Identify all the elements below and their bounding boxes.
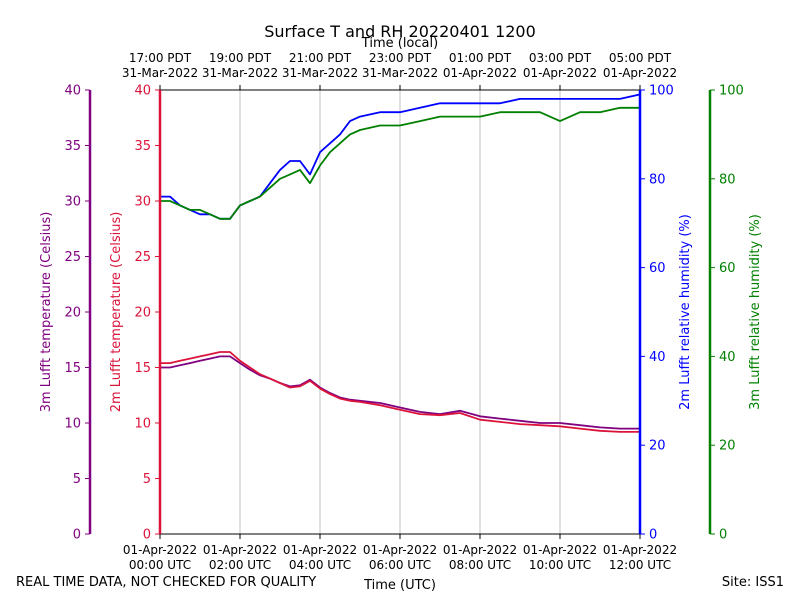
y-tick-label-t3m: 40 xyxy=(64,84,81,99)
y-axis-label-rh2m: 2m Lufft relative humidity (%) xyxy=(678,214,693,410)
chart-title: Surface T and RH 20220401 1200 xyxy=(264,22,536,41)
x-tick-label-local-time: 17:00 PDT xyxy=(129,51,192,65)
y-tick-label-t2m: 40 xyxy=(134,84,151,99)
x-tick-label-utc-date: 01-Apr-2022 xyxy=(283,543,357,557)
y-tick-label-rh2m: 80 xyxy=(649,172,666,187)
x-tick-label-local-time: 03:00 PDT xyxy=(529,51,592,65)
x-tick-label-local-date: 31-Mar-2022 xyxy=(122,66,198,80)
y-tick-label-rh2m: 60 xyxy=(649,261,666,276)
y-tick-label-t3m: 35 xyxy=(64,139,81,154)
x-tick-label-utc-date: 01-Apr-2022 xyxy=(603,543,677,557)
y-tick-label-t2m: 30 xyxy=(134,195,151,210)
x-tick-label-local-date: 31-Mar-2022 xyxy=(362,66,438,80)
top-axis-label: Time (local) xyxy=(361,36,438,51)
x-tick-label-utc-date: 01-Apr-2022 xyxy=(203,543,277,557)
x-tick-label-local-date: 01-Apr-2022 xyxy=(443,66,517,80)
y-tick-label-t3m: 5 xyxy=(73,472,81,487)
y-tick-label-rh3m: 60 xyxy=(719,261,736,276)
x-axis-label: Time (UTC) xyxy=(363,578,436,593)
x-tick-label-utc-date: 01-Apr-2022 xyxy=(363,543,437,557)
x-tick-label-utc-time: 08:00 UTC xyxy=(449,558,511,572)
quality-note: REAL TIME DATA, NOT CHECKED FOR QUALITY xyxy=(16,575,317,590)
x-tick-label-utc-time: 04:00 UTC xyxy=(289,558,351,572)
y-tick-label-rh2m: 40 xyxy=(649,350,666,365)
y-tick-label-t2m: 0 xyxy=(143,528,151,543)
y-tick-label-rh2m: 100 xyxy=(649,84,674,99)
y-axis-label-t3m: 3m Lufft temperature (Celsius) xyxy=(39,212,54,413)
series-line-t2m xyxy=(160,351,640,433)
x-tick-label-local-time: 19:00 PDT xyxy=(209,51,272,65)
y-tick-label-t3m: 10 xyxy=(64,417,81,432)
y-tick-label-t3m: 20 xyxy=(64,306,81,321)
x-tick-label-utc-date: 01-Apr-2022 xyxy=(123,543,197,557)
x-tick-label-utc-time: 02:00 UTC xyxy=(209,558,271,572)
y-tick-label-rh2m: 20 xyxy=(649,439,666,454)
y-tick-label-rh3m: 40 xyxy=(719,350,736,365)
y-tick-label-t2m: 15 xyxy=(134,361,151,376)
x-tick-label-local-date: 31-Mar-2022 xyxy=(202,66,278,80)
y-tick-label-t2m: 25 xyxy=(134,250,151,265)
x-tick-label-utc-time: 00:00 UTC xyxy=(129,558,191,572)
y-tick-label-rh2m: 0 xyxy=(649,528,657,543)
y-tick-label-t3m: 25 xyxy=(64,250,81,265)
series-line-t3m xyxy=(160,355,640,430)
x-tick-label-local-date: 01-Apr-2022 xyxy=(603,66,677,80)
x-tick-label-utc-date: 01-Apr-2022 xyxy=(523,543,597,557)
y-tick-label-t3m: 15 xyxy=(64,361,81,376)
y-tick-label-t3m: 0 xyxy=(73,528,81,543)
x-tick-label-utc-time: 06:00 UTC xyxy=(369,558,431,572)
y-tick-label-t2m: 5 xyxy=(143,472,151,487)
y-axis-label-rh3m: 3m Lufft relative humidity (%) xyxy=(748,214,763,410)
y-tick-label-t2m: 35 xyxy=(134,139,151,154)
y-tick-label-t2m: 20 xyxy=(134,306,151,321)
y-axis-label-t2m: 2m Lufft temperature (Celsius) xyxy=(109,212,124,413)
y-tick-label-rh3m: 80 xyxy=(719,172,736,187)
x-tick-label-utc-date: 01-Apr-2022 xyxy=(443,543,517,557)
x-tick-label-utc-time: 10:00 UTC xyxy=(529,558,591,572)
x-tick-label-utc-time: 12:00 UTC xyxy=(609,558,671,572)
y-tick-label-rh3m: 0 xyxy=(719,528,727,543)
x-tick-label-local-time: 23:00 PDT xyxy=(369,51,432,65)
x-tick-label-local-time: 21:00 PDT xyxy=(289,51,352,65)
series-line-rh3m xyxy=(160,106,640,220)
x-tick-label-local-date: 01-Apr-2022 xyxy=(523,66,597,80)
x-tick-label-local-time: 05:00 PDT xyxy=(609,51,672,65)
x-tick-label-local-date: 31-Mar-2022 xyxy=(282,66,358,80)
x-tick-label-local-time: 01:00 PDT xyxy=(449,51,512,65)
y-tick-label-rh3m: 100 xyxy=(719,84,744,99)
y-tick-label-rh3m: 20 xyxy=(719,439,736,454)
site-label: Site: ISS1 xyxy=(721,575,784,590)
y-tick-label-t2m: 10 xyxy=(134,417,151,432)
y-tick-label-t3m: 30 xyxy=(64,195,81,210)
